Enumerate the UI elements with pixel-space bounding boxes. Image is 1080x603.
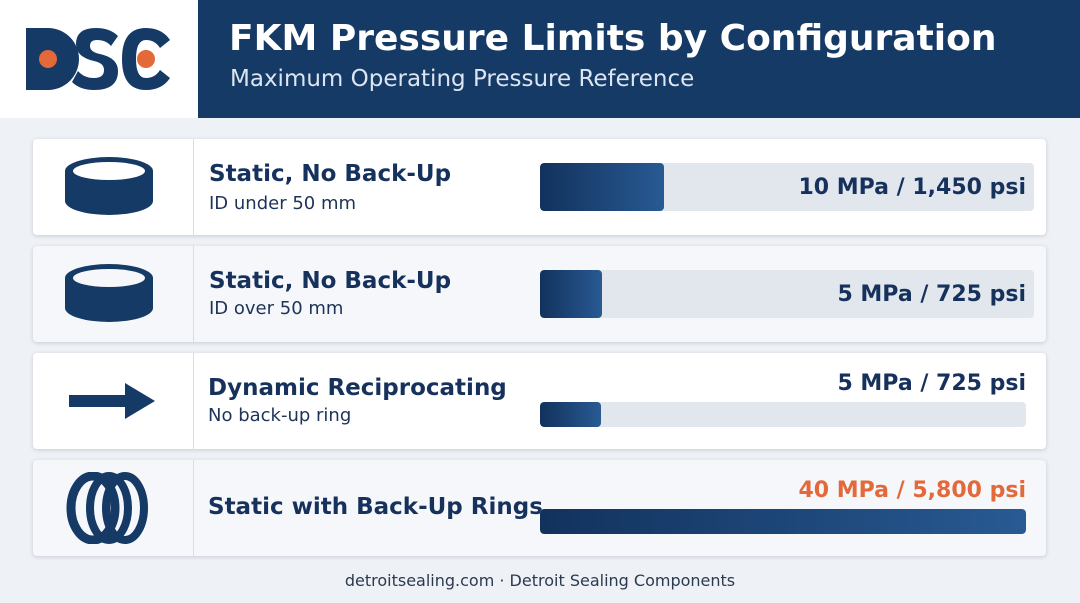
row-sublabel: ID under 50 mm [209, 193, 357, 214]
bar-value-label: 5 MPa / 725 psi [837, 282, 1026, 307]
logo: DSC [0, 0, 198, 118]
chart-row-2: Static, No Back-Up ID over 50 mm 5 MPa /… [33, 246, 1046, 342]
row-sublabel: ID over 50 mm [209, 298, 344, 319]
row-label: Dynamic Reciprocating [208, 375, 507, 401]
row-divider [193, 353, 194, 449]
bar-fill [540, 509, 1026, 534]
bar-value-label: 5 MPa / 725 psi [837, 371, 1026, 396]
bar-fill [540, 163, 664, 211]
logo-text: DSC [0, 0, 1, 1]
bar-track [540, 402, 1026, 427]
page-subtitle: Maximum Operating Pressure Reference [230, 66, 695, 92]
page-title: FKM Pressure Limits by Configuration [229, 18, 997, 59]
row-divider [193, 139, 194, 235]
bar-fill [540, 402, 601, 427]
seal-ring-icon [65, 264, 153, 322]
row-label: Static, No Back-Up [209, 268, 452, 294]
bar-track [540, 270, 1034, 318]
header-banner: DSC FKM Pressure Limits by Configuration… [0, 0, 1080, 118]
row-label: Static, No Back-Up [209, 161, 452, 187]
row-divider [193, 460, 194, 556]
bar-track [540, 163, 1034, 211]
backup-rings-icon [66, 472, 148, 544]
row-label: Static with Back-Up Rings [208, 494, 543, 520]
chart-row-1: Static, No Back-Up ID under 50 mm 10 MPa… [33, 139, 1046, 235]
footer-credit: detroitsealing.com · Detroit Sealing Com… [344, 571, 736, 590]
bar-track [540, 509, 1026, 534]
bar-fill [540, 270, 602, 318]
seal-ring-icon [65, 157, 153, 215]
row-sublabel: No back-up ring [208, 405, 352, 426]
arrow-right-icon [69, 383, 155, 419]
chart-row-4: Static with Back-Up Rings 40 MPa / 5,800… [33, 460, 1046, 556]
chart-row-3: Dynamic Reciprocating No back-up ring 5 … [33, 353, 1046, 449]
bar-value-label: 40 MPa / 5,800 psi [798, 478, 1026, 503]
bar-value-label: 10 MPa / 1,450 psi [798, 175, 1026, 200]
dsc-logo-icon [26, 28, 170, 90]
row-divider [193, 246, 194, 342]
